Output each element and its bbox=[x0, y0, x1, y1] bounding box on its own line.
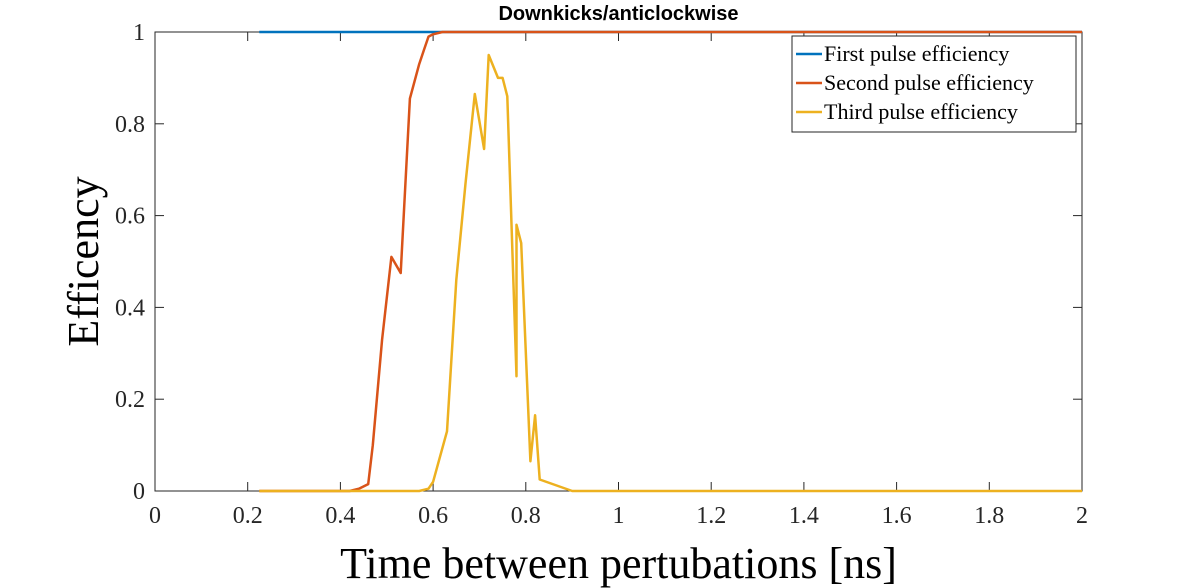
y-tick-label: 0.6 bbox=[115, 204, 145, 230]
y-axis-label: Efficency bbox=[59, 176, 108, 346]
x-tick-label: 1.4 bbox=[789, 503, 819, 529]
x-tick-label: 1.6 bbox=[882, 503, 912, 529]
y-tick-label: 0.4 bbox=[115, 295, 145, 321]
legend-label: Second pulse efficiency bbox=[824, 70, 1034, 95]
chart-title: Downkicks/anticlockwise bbox=[498, 3, 738, 25]
x-tick-label: 0 bbox=[149, 503, 161, 529]
x-tick-label: 1.8 bbox=[974, 503, 1004, 529]
y-tick-label: 0.2 bbox=[115, 387, 145, 413]
x-tick-label: 2 bbox=[1076, 503, 1088, 529]
legend: First pulse efficiency Second pulse effic… bbox=[791, 35, 1077, 133]
x-tick-label: 0.6 bbox=[418, 503, 448, 529]
y-tick-label: 1 bbox=[133, 20, 145, 46]
x-tick-label: 0.2 bbox=[233, 503, 263, 529]
x-tick-label: 0.4 bbox=[325, 503, 355, 529]
x-tick-label: 1 bbox=[613, 503, 625, 529]
x-tick-label: 0.8 bbox=[511, 503, 541, 529]
x-tick-label: 1.2 bbox=[696, 503, 726, 529]
y-axis-ticks: 0 0.2 0.4 0.6 0.8 1 bbox=[115, 20, 1082, 505]
legend-label: Third pulse efficiency bbox=[824, 99, 1018, 124]
series-line-2 bbox=[259, 30, 1082, 493]
legend-label: First pulse efficiency bbox=[824, 41, 1009, 66]
x-axis-ticks: 0 0.2 0.4 0.6 0.8 1 1.2 1.4 1.6 1.8 2 bbox=[149, 32, 1088, 529]
x-axis-label: Time between pertubations [ns] bbox=[340, 539, 897, 588]
y-tick-label: 0 bbox=[133, 479, 145, 505]
series-layer bbox=[259, 30, 1082, 493]
y-tick-label: 0.8 bbox=[115, 112, 145, 138]
series-line-3 bbox=[259, 53, 1082, 493]
legend-box bbox=[791, 35, 1077, 133]
